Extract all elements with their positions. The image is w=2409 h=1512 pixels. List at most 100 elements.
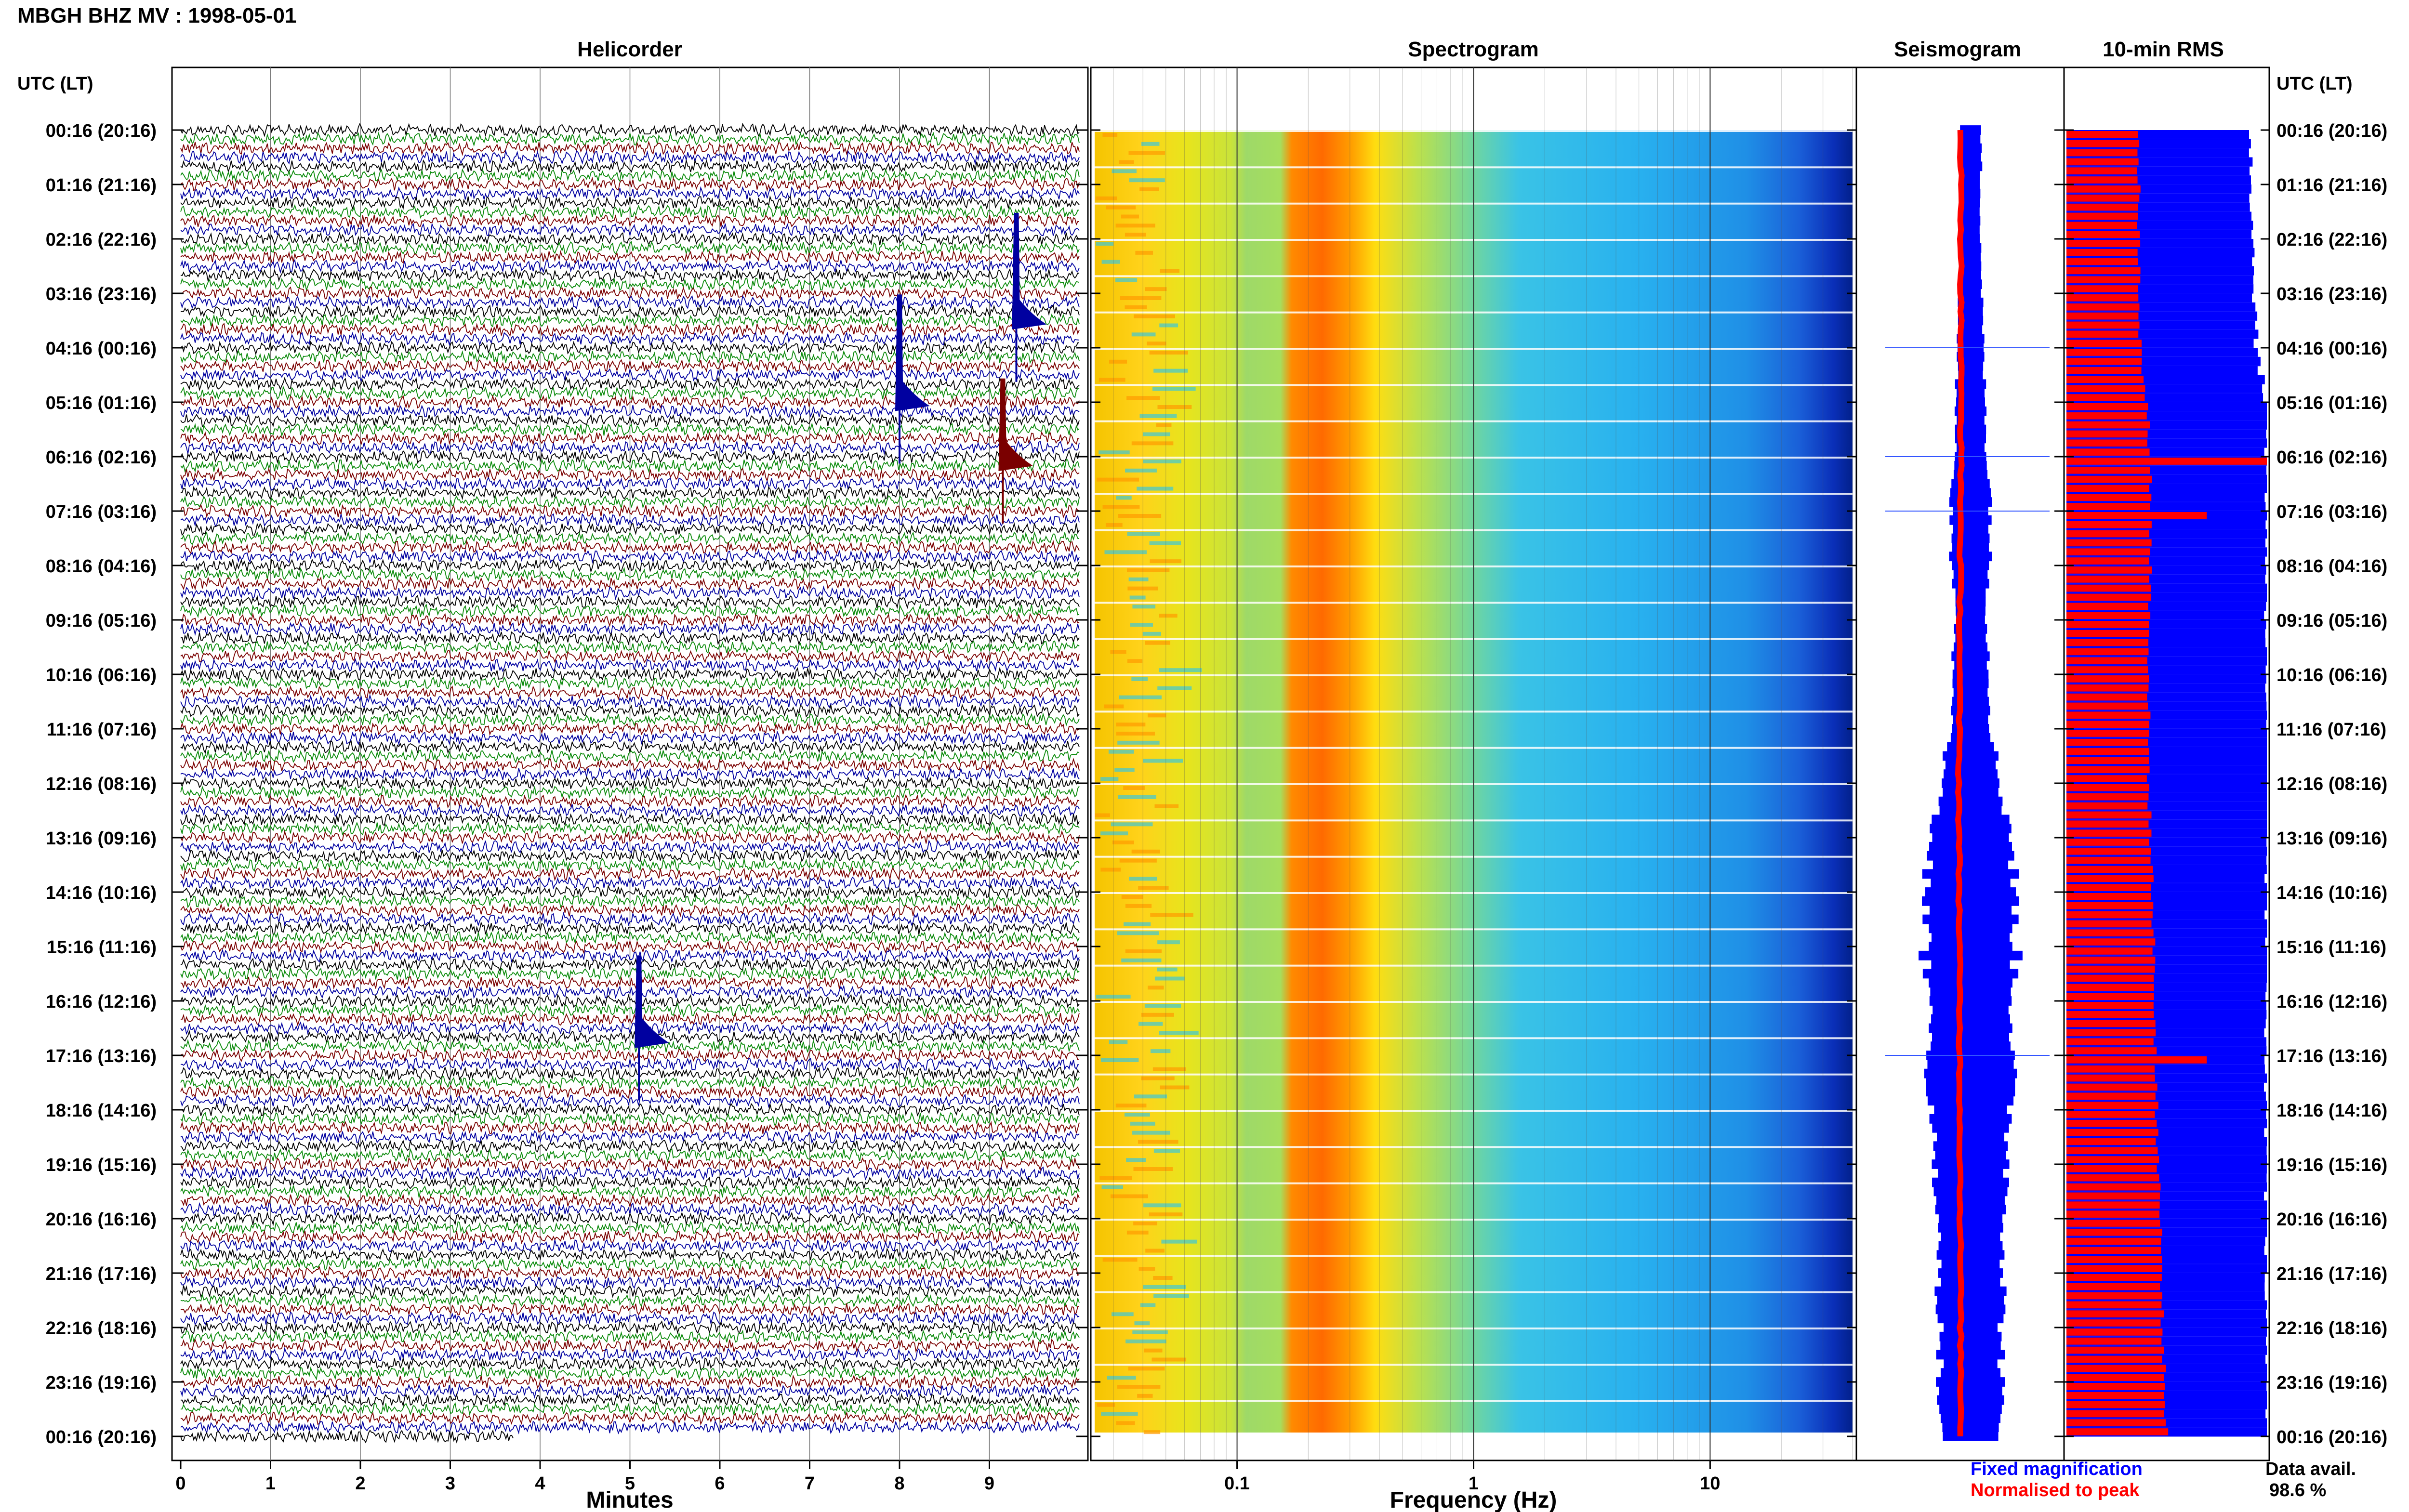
spectrogram-speckle <box>1129 178 1165 183</box>
helicorder-trace <box>180 1066 1080 1081</box>
y-tick-label-right: 06:16 (02:16) <box>2277 447 2387 468</box>
rms-bar-red <box>2066 893 2151 900</box>
helicorder-trace <box>180 1102 1080 1118</box>
rms-bar-red <box>2066 231 2140 238</box>
spectrogram-speckle <box>1118 514 1162 518</box>
rms-bar-red <box>2066 929 2154 937</box>
helicorder-trace <box>180 486 1080 500</box>
frequency-axis-label: Frequency (Hz) <box>1390 1487 1557 1512</box>
y-tick-label-right: 12:16 (08:16) <box>2277 774 2387 794</box>
spectrogram-speckle <box>1161 1239 1197 1244</box>
helicorder-trace <box>180 1220 1080 1236</box>
time-header-right: UTC (LT) <box>2277 74 2353 94</box>
spectrogram-speckle <box>1149 1212 1183 1217</box>
rms-bar-red <box>2066 1174 2159 1182</box>
helicorder-trace <box>180 867 1080 881</box>
rms-bar-red <box>2066 1401 2165 1408</box>
y-tick-label-left: 23:16 (19:16) <box>46 1373 157 1393</box>
spectrogram-speckle <box>1150 913 1193 917</box>
spectrogram-speckle <box>1145 641 1170 645</box>
spectrogram-speckle <box>1116 732 1155 736</box>
helicorder-trace <box>180 957 1080 973</box>
spectrogram-speckle <box>1137 1394 1153 1398</box>
seismogram-panel <box>1855 66 2065 1461</box>
spectrogram-speckle <box>1157 405 1192 409</box>
spectrogram-speckle <box>1134 1321 1150 1326</box>
helicorder-trace <box>180 213 1080 228</box>
rms-bar-red <box>2066 1011 2154 1018</box>
y-tick-label-left: 21:16 (17:16) <box>46 1264 157 1284</box>
time-header-left: UTC (LT) <box>17 74 93 94</box>
time-axis-right: 00:16 (20:16) 01:16 (21:16) 02:16 (22:16) 0… <box>2277 121 2387 1447</box>
helicorder-trace <box>180 830 1080 845</box>
rms-bar-red <box>2066 956 2156 964</box>
rms-bar-red <box>2066 630 2149 637</box>
y-tick-label-left: 12:16 (08:16) <box>46 774 157 794</box>
helicorder-trace <box>180 1021 1080 1036</box>
rms-bar-red <box>2066 657 2147 665</box>
rms-bar-red <box>2066 757 2149 764</box>
rms-title: 10-min RMS <box>2103 38 2224 61</box>
rms-bar-red <box>2066 448 2150 456</box>
spectrogram-speckle <box>1112 841 1134 844</box>
rms-bar-red <box>2066 902 2154 909</box>
y-tick-label-right: 11:16 (07:16) <box>2277 720 2386 740</box>
rms-bar-red <box>2066 1265 2162 1272</box>
spectrogram-speckle <box>1104 550 1147 554</box>
spectrogram-speckle <box>1100 777 1119 781</box>
helicorder-trace <box>180 966 1080 981</box>
rms-bar-red <box>2066 1355 2162 1363</box>
spectrogram-speckle <box>1114 768 1135 772</box>
spectrogram-speckle <box>1154 976 1185 981</box>
spectrogram-speckle <box>1116 1421 1135 1425</box>
y-tick-label-right: 18:16 (14:16) <box>2277 1101 2387 1121</box>
helicorder-trace <box>180 539 1080 555</box>
spectrogram-speckle <box>1115 278 1138 282</box>
y-tick-label-right: 07:16 (03:16) <box>2277 502 2387 522</box>
helicorder-trace <box>180 1002 1080 1018</box>
rms-bar-red <box>2066 249 2138 256</box>
spectrogram-speckle <box>1149 351 1188 355</box>
helicorder-event <box>635 955 669 1048</box>
spectrogram-speckle <box>1101 260 1121 264</box>
spectrogram-speckle <box>1126 396 1160 400</box>
y-tick-label-right: 16:16 (12:16) <box>2277 992 2387 1012</box>
rms-bar-red <box>2066 1038 2154 1046</box>
spectrogram-speckle <box>1153 1149 1180 1153</box>
rms-bar-red <box>2066 1111 2155 1118</box>
spectrogram-speckle <box>1127 568 1170 572</box>
spectrogram-speckle <box>1125 1339 1166 1343</box>
helicorder-trace <box>180 1293 1080 1308</box>
spectrogram-speckle <box>1110 1194 1149 1198</box>
helicorder-trace <box>180 503 1080 519</box>
rms-bar-red <box>2066 566 2152 574</box>
spectrogram-speckle <box>1142 631 1161 636</box>
spectrogram-speckle <box>1139 187 1159 191</box>
rms-bar-red <box>2066 394 2145 401</box>
helicorder-trace <box>180 757 1080 773</box>
helicorder-trace <box>180 1247 1080 1262</box>
helicorder-trace <box>180 975 1080 990</box>
spectrogram-speckle <box>1125 305 1147 309</box>
spectrogram-speckle <box>1153 1276 1173 1280</box>
y-tick-label-left: 22:16 (18:16) <box>46 1318 157 1339</box>
y-tick-label-right: 00:16 (20:16) <box>2277 1427 2387 1447</box>
spectrogram-speckle <box>1106 205 1136 210</box>
helicorder-trace <box>180 512 1080 527</box>
spectrogram-speckle <box>1125 904 1152 908</box>
helicorder-trace <box>180 930 1080 945</box>
rms-bar-red <box>2066 730 2149 737</box>
y-tick-label-left: 11:16 (07:16) <box>47 720 157 740</box>
rms-bar-red <box>2066 666 2148 673</box>
rms-bar-red <box>2066 693 2147 701</box>
rms-bar-red <box>2066 1283 2160 1290</box>
spectrogram-speckle <box>1115 1104 1147 1108</box>
minute-tick-label: 9 <box>984 1473 994 1494</box>
helicorder-trace <box>180 803 1080 818</box>
helicorder-trace <box>180 413 1080 428</box>
y-tick-label-left: 15:16 (11:16) <box>47 937 157 958</box>
rms-bar-red <box>2066 820 2149 828</box>
helicorder-trace <box>180 1383 1080 1399</box>
spectrogram-speckle <box>1129 595 1146 600</box>
spectrogram-speckle <box>1144 1348 1163 1353</box>
